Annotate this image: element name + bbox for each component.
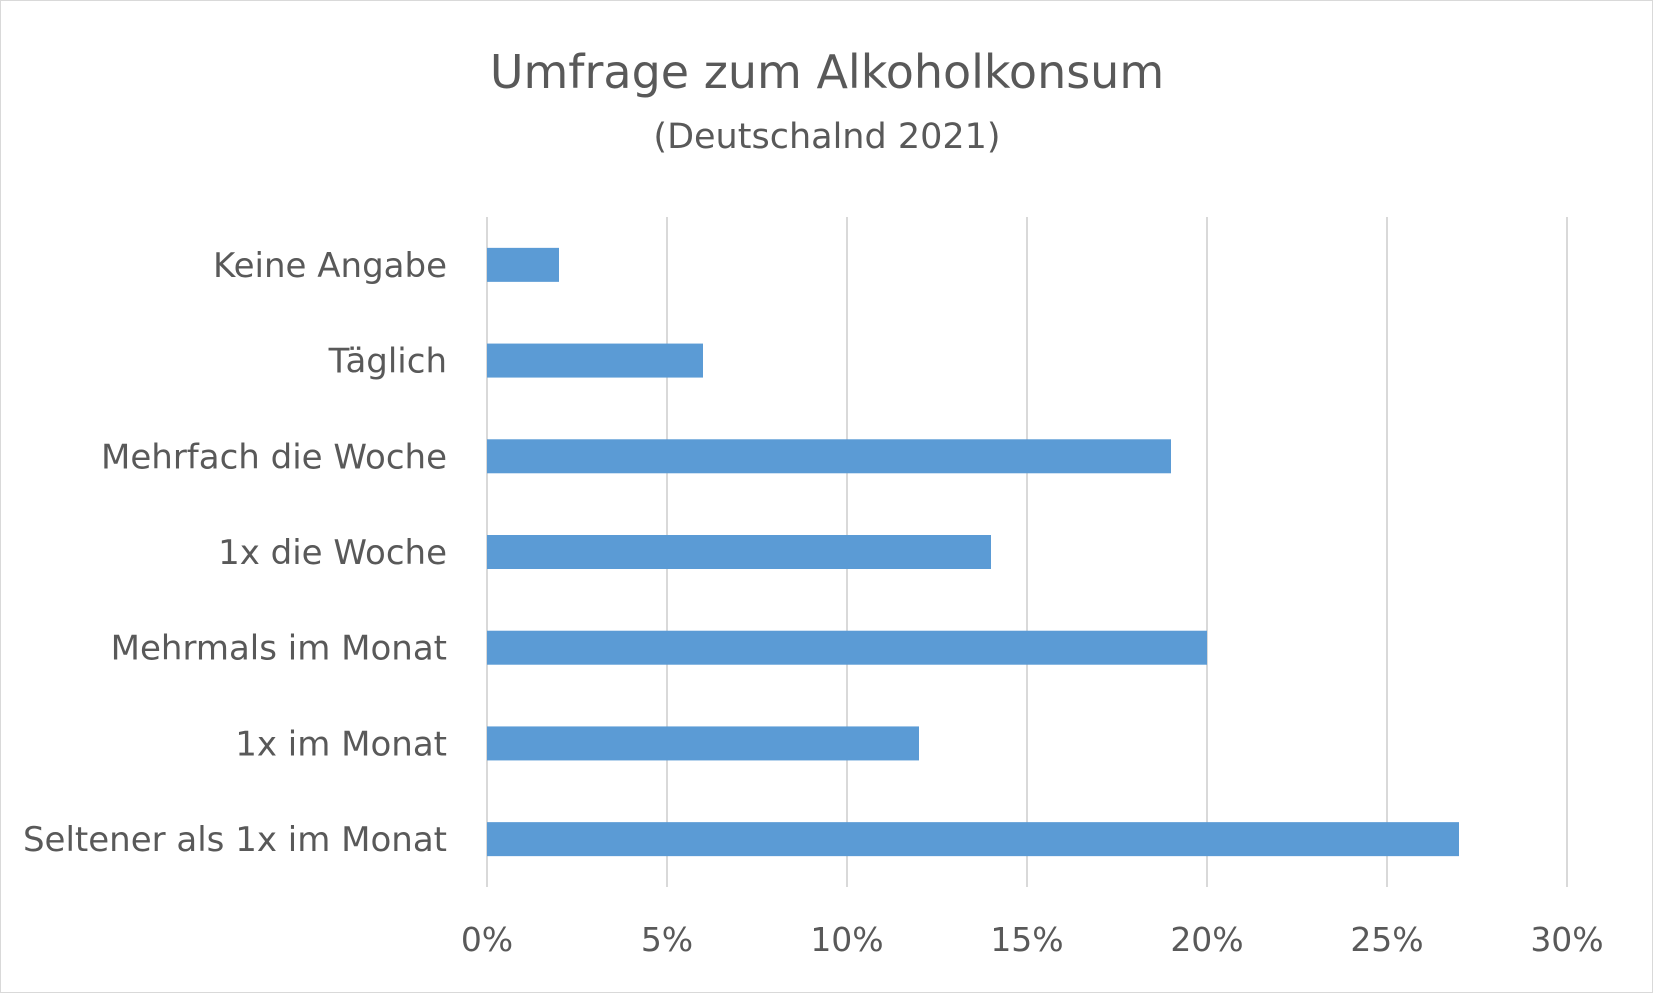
bar	[487, 726, 919, 761]
x-tick-label: 20%	[1170, 920, 1243, 959]
category-label: 1x die Woche	[218, 533, 447, 573]
bar	[487, 535, 991, 569]
chart-subtitle: (Deutschalnd 2021)	[653, 117, 1000, 157]
x-tick-labels: 0% 5% 10% 15% 20% 25% 30%	[461, 920, 1604, 959]
bar	[487, 630, 1207, 665]
category-label: Mehrmals im Monat	[111, 629, 447, 669]
x-tick-label: 5%	[641, 920, 693, 959]
category-label: 1x im Monat	[235, 724, 447, 764]
category-labels: Keine Angabe Täglich Mehrfach die Woche 1x …	[23, 246, 447, 860]
x-tick-label: 25%	[1350, 920, 1423, 959]
x-tick-label: 15%	[990, 920, 1063, 959]
bar	[487, 439, 1171, 474]
category-label: Täglich	[328, 342, 447, 382]
category-label: Seltener als 1x im Monat	[23, 820, 447, 860]
chart-title: Umfrage zum Alkoholkonsum	[490, 45, 1164, 99]
bars	[487, 247, 1459, 857]
category-label: Mehrfach die Woche	[101, 437, 447, 477]
x-tick-label: 10%	[810, 920, 883, 959]
x-tick-label: 30%	[1530, 920, 1603, 959]
bar	[487, 343, 703, 378]
x-tick-label: 0%	[461, 920, 513, 959]
bar	[487, 822, 1459, 857]
category-label: Keine Angabe	[213, 246, 447, 286]
bar	[487, 247, 559, 282]
